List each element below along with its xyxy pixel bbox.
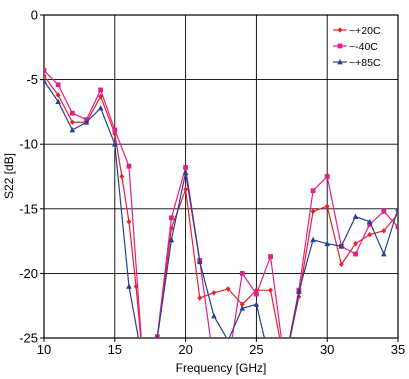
series-3 xyxy=(44,77,398,338)
data-point xyxy=(352,213,359,219)
data-point xyxy=(268,287,273,293)
y-tick-label: -5 xyxy=(26,72,38,87)
x-tick-label: 20 xyxy=(178,342,192,357)
data-point xyxy=(83,119,90,125)
data-point xyxy=(324,240,330,247)
series-1 xyxy=(44,72,398,338)
gridlines xyxy=(44,15,398,338)
plot-frame xyxy=(43,14,399,339)
data-point xyxy=(126,163,132,169)
data-point xyxy=(55,98,61,104)
legend-entry: ~+20C xyxy=(333,25,381,37)
axis-ticks: 10 15 20 25 30 35 0 -5 -10 -15 -20 -25 xyxy=(19,8,405,358)
data-point xyxy=(183,186,188,193)
data-point xyxy=(239,305,246,311)
x-tick-label: 10 xyxy=(37,342,51,357)
legend-swatch-marker xyxy=(337,59,343,65)
data-point xyxy=(44,68,47,73)
data-point xyxy=(133,283,139,290)
data-point xyxy=(395,205,398,212)
data-point xyxy=(183,165,188,170)
data-point xyxy=(253,301,260,307)
series-layer xyxy=(44,68,398,338)
y-tick-label: -20 xyxy=(19,266,38,281)
data-point xyxy=(353,251,358,257)
data-point xyxy=(367,231,373,238)
data-point xyxy=(196,258,203,265)
data-point xyxy=(112,127,118,133)
data-point xyxy=(381,227,387,234)
data-point xyxy=(296,288,302,294)
data-point xyxy=(310,208,316,215)
data-point xyxy=(55,82,61,88)
series-line xyxy=(44,70,398,338)
data-point xyxy=(126,283,132,289)
data-point xyxy=(126,218,132,225)
x-tick-label: 25 xyxy=(249,342,263,357)
data-point xyxy=(112,141,118,147)
data-point xyxy=(310,236,316,243)
y-tick-label: 0 xyxy=(31,8,38,23)
y-tick-label: -25 xyxy=(19,331,38,346)
data-point xyxy=(367,221,373,227)
legend-items: ~+20C ~-40C ~+85C xyxy=(333,25,381,69)
legend-swatch-marker xyxy=(337,27,343,33)
data-point xyxy=(69,126,76,133)
data-point xyxy=(211,313,217,319)
y-axis-title: S22 [dB] xyxy=(2,153,16,199)
y-tick-label: -10 xyxy=(19,137,38,152)
data-point xyxy=(182,169,189,176)
data-point xyxy=(324,203,330,210)
legend: ~+20C ~-40C ~+85C xyxy=(328,18,396,70)
legend-entry: ~+85C xyxy=(333,57,381,69)
series-line xyxy=(44,80,398,338)
data-point xyxy=(119,173,125,180)
data-point xyxy=(44,77,47,84)
data-point xyxy=(395,224,398,230)
data-point xyxy=(239,301,245,308)
data-point xyxy=(310,188,316,194)
data-point xyxy=(98,87,104,93)
data-point xyxy=(225,286,231,292)
data-point xyxy=(381,251,387,257)
data-point xyxy=(296,293,302,300)
legend-label: ~+20C xyxy=(349,25,381,37)
data-point xyxy=(69,119,75,126)
legend-swatch-marker xyxy=(337,43,343,49)
legend-entry: ~-40C xyxy=(333,41,378,53)
data-point xyxy=(44,72,47,79)
data-point xyxy=(268,254,273,260)
x-tick-label: 30 xyxy=(320,342,334,357)
data-point xyxy=(97,105,104,111)
data-point xyxy=(112,131,118,137)
data-point xyxy=(239,271,245,276)
legend-label: ~-40C xyxy=(349,41,378,53)
x-tick-label: 35 xyxy=(391,342,405,357)
data-point xyxy=(353,240,358,247)
data-point xyxy=(55,92,61,98)
legend-label: ~+85C xyxy=(349,57,381,69)
data-point xyxy=(254,291,259,297)
data-point xyxy=(338,243,345,249)
data-point xyxy=(168,236,175,243)
data-point xyxy=(155,335,159,338)
data-point xyxy=(366,218,373,225)
data-point xyxy=(324,174,330,179)
y-tick-label: -15 xyxy=(19,201,38,216)
data-point xyxy=(381,208,387,214)
data-point xyxy=(169,215,174,221)
data-point xyxy=(338,261,344,268)
x-tick-label: 15 xyxy=(108,342,122,357)
data-point xyxy=(197,295,203,301)
data-point xyxy=(169,225,174,231)
data-point xyxy=(211,289,217,296)
x-axis-title: Frequency [GHz] xyxy=(176,361,267,375)
data-point xyxy=(69,110,75,116)
